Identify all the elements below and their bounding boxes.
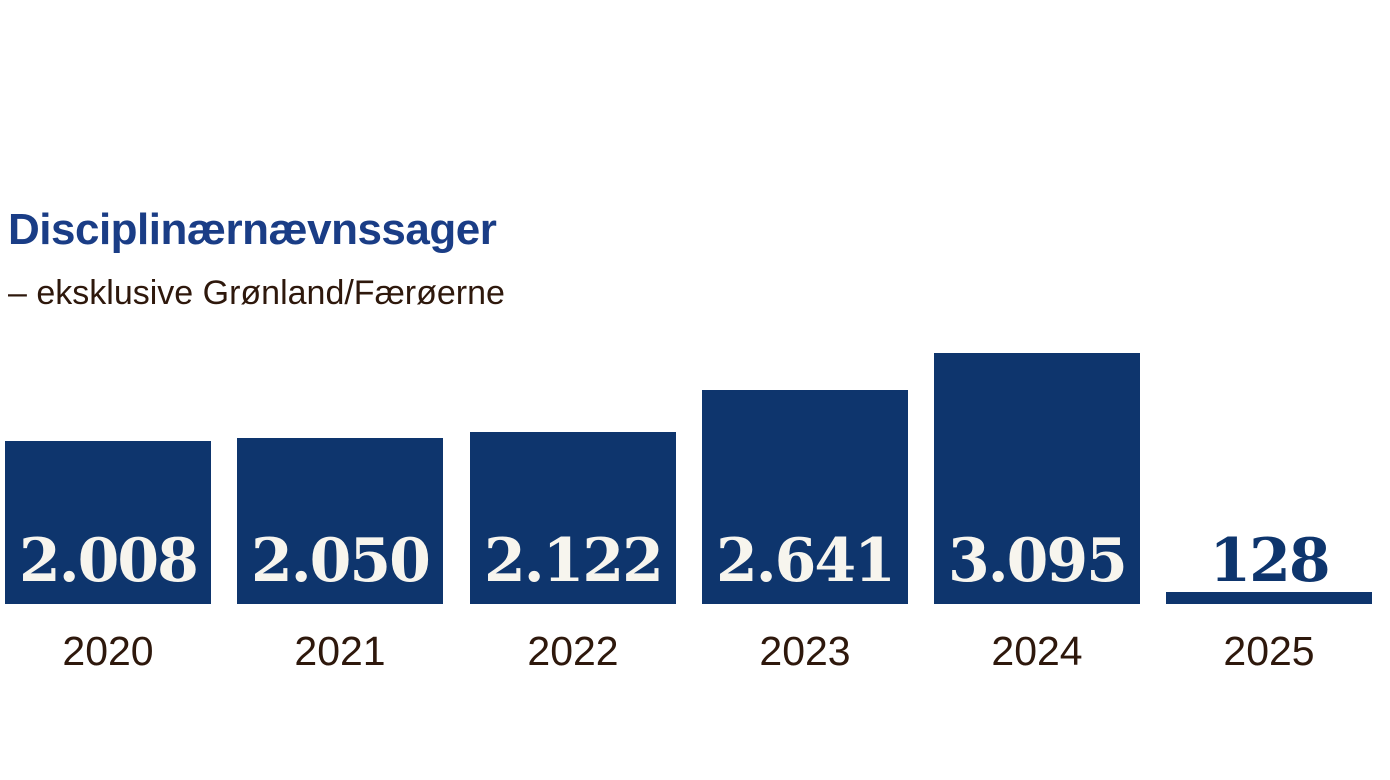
x-axis-label-2022: 2022 [527,628,619,674]
bar-2022 [470,432,676,604]
bar-value-label-2024: 3.095 [948,526,1128,596]
bar-2023 [702,390,908,604]
bar-group-2020: 2.008 2020 [5,0,211,780]
bar-value-label-2025: 128 [1209,526,1330,596]
bar-group-2021: 2.050 2021 [237,0,443,780]
bar-value-label-2022: 2.122 [484,526,664,596]
x-axis-label-2021: 2021 [294,628,386,674]
bar-group-2024: 3.095 2024 [934,0,1140,780]
bar-group-2022: 2.122 2022 [470,0,676,780]
bar-value-label-2023: 2.641 [716,526,896,596]
chart-subtitle: – eksklusive Grønland/Færøerne [8,274,505,312]
x-axis-label-2023: 2023 [759,628,851,674]
x-axis-label-2024: 2024 [991,628,1083,674]
bar-group-2023: 2.641 2023 [702,0,908,780]
x-axis-label-2025: 2025 [1223,628,1315,674]
bar-value-label-2021: 2.050 [251,526,431,596]
chart-title: Disciplinærnævnssager [8,205,497,254]
x-axis-label-2020: 2020 [62,628,154,674]
bar-2024 [934,353,1140,604]
bar-2025 [1166,592,1372,604]
bar-2020 [5,441,211,604]
bar-2021 [237,438,443,604]
bar-value-label-2020: 2.008 [19,526,199,596]
bar-group-2025: 128 2025 [1166,0,1372,780]
